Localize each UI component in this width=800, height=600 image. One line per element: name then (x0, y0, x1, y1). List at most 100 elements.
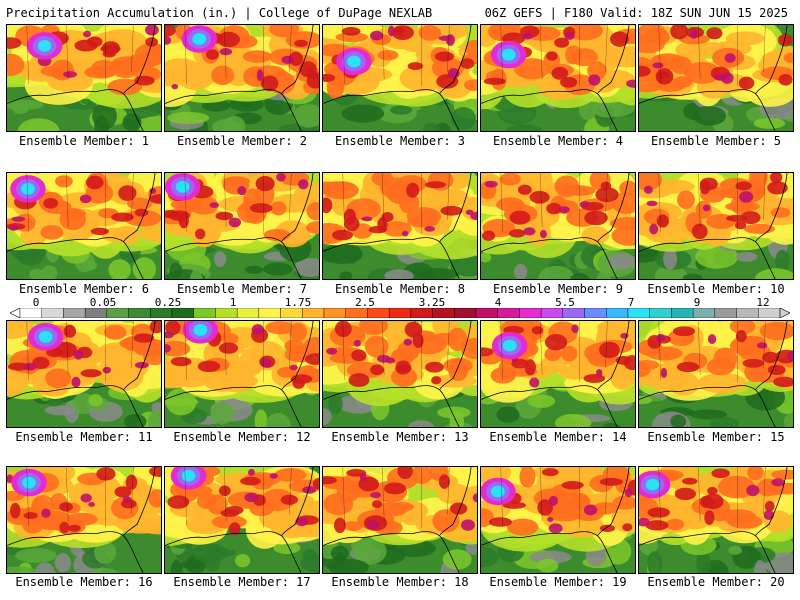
ensemble-member-label: Ensemble Member: 1 (18, 134, 150, 148)
colorbar-swatch (714, 308, 737, 318)
ensemble-member-map (6, 320, 162, 428)
precip-field (639, 173, 793, 279)
colorbar-swatch (584, 308, 607, 318)
precip-field (481, 173, 635, 279)
ensemble-member-label: Ensemble Member: 16 (15, 575, 153, 589)
precip-field (165, 173, 319, 279)
ensemble-member-map (638, 172, 794, 280)
precip-field (7, 321, 161, 427)
colorbar-swatch (323, 308, 346, 318)
colorbar-swatch (367, 308, 390, 318)
ensemble-member-label: Ensemble Member: 13 (331, 430, 469, 444)
colorbar-swatch (302, 308, 325, 318)
ensemble-member-map (6, 172, 162, 280)
colorbar-swatch (19, 308, 42, 318)
precip-field (323, 321, 477, 427)
precip-field (639, 467, 793, 573)
colorbar-swatch (106, 308, 129, 318)
ensemble-member-map (164, 172, 320, 280)
colorbar-swatch (497, 308, 520, 318)
precip-field (323, 173, 477, 279)
precip-field (481, 25, 635, 131)
colorbar (10, 308, 790, 318)
colorbar-right-arrow (779, 308, 790, 318)
colorbar-tick-labels: 0 0.05 0.25 1 1.75 2.5 3.25 4 5.5 7 9 12 (0, 296, 800, 309)
colorbar-swatch (736, 308, 759, 318)
colorbar-swatch (193, 308, 216, 318)
colorbar-swatch (519, 308, 542, 318)
colorbar-swatch (410, 308, 433, 318)
ensemble-member-label: Ensemble Member: 3 (334, 134, 466, 148)
ensemble-member-map (480, 466, 636, 574)
precip-field (7, 467, 161, 573)
colorbar-tick-label: 0.25 (154, 296, 182, 309)
colorbar-swatch (128, 308, 151, 318)
precip-field (481, 467, 635, 573)
colorbar-swatch (758, 308, 781, 318)
colorbar-swatch (388, 308, 412, 318)
precip-field (323, 467, 477, 573)
ensemble-member-label: Ensemble Member: 20 (647, 575, 785, 589)
precip-field (165, 25, 319, 131)
colorbar-swatch (258, 308, 281, 318)
ensemble-member-map (638, 320, 794, 428)
colorbar-tick-label: 7 (627, 296, 635, 309)
colorbar-tick-label: 1.75 (284, 296, 312, 309)
colorbar-tick-label: 2.5 (355, 296, 375, 309)
ensemble-member-map (322, 320, 478, 428)
ensemble-member-label: Ensemble Member: 4 (492, 134, 624, 148)
colorbar-swatch (606, 308, 629, 318)
ensemble-member-label: Ensemble Member: 19 (489, 575, 627, 589)
colorbar-tick-label: 9 (693, 296, 701, 309)
ensemble-member-label: Ensemble Member: 8 (334, 282, 466, 296)
colorbar-swatch (280, 308, 303, 318)
ensemble-member-label: Ensemble Member: 10 (647, 282, 785, 296)
ensemble-member-label: Ensemble Member: 5 (650, 134, 782, 148)
ensemble-member-map (480, 24, 636, 132)
precip-field (639, 321, 793, 427)
ensemble-member-map (322, 466, 478, 574)
colorbar-swatch (41, 308, 64, 318)
colorbar-swatch (345, 308, 368, 318)
colorbar-swatch (215, 308, 238, 318)
ensemble-member-map (6, 24, 162, 132)
precip-field (7, 25, 161, 131)
ensemble-member-map (164, 466, 320, 574)
precip-field (323, 25, 477, 131)
ensemble-member-map (480, 172, 636, 280)
ensemble-member-label: Ensemble Member: 12 (173, 430, 311, 444)
ensemble-member-label: Ensemble Member: 6 (18, 282, 150, 296)
ensemble-member-label: Ensemble Member: 18 (331, 575, 469, 589)
model-run-info: 06Z GEFS | F180 Valid: 18Z SUN JUN 15 20… (484, 6, 788, 20)
colorbar-legend: 0 0.05 0.25 1 1.75 2.5 3.25 4 5.5 7 9 12 (0, 296, 800, 320)
colorbar-swatch (475, 308, 498, 318)
ensemble-member-map (322, 24, 478, 132)
ensemble-member-label: Ensemble Member: 15 (647, 430, 785, 444)
ensemble-member-map (638, 24, 794, 132)
ensemble-member-label: Ensemble Member: 9 (492, 282, 624, 296)
ensemble-member-label: Ensemble Member: 2 (176, 134, 308, 148)
precip-field (165, 467, 319, 573)
colorbar-left-arrow (10, 308, 21, 318)
colorbar-swatch (84, 308, 108, 318)
colorbar-swatch (236, 308, 260, 318)
colorbar-swatch (692, 308, 716, 318)
precip-field (165, 321, 319, 427)
colorbar-swatch (454, 308, 477, 318)
ensemble-member-map (6, 466, 162, 574)
colorbar-swatch (150, 308, 173, 318)
colorbar-tick-label: 1 (229, 296, 237, 309)
colorbar-swatch (540, 308, 564, 318)
precip-field (639, 25, 793, 131)
colorbar-swatch (171, 308, 194, 318)
colorbar-tick-label: 4 (494, 296, 502, 309)
colorbar-swatch (627, 308, 650, 318)
colorbar-tick-label: 12 (756, 296, 770, 309)
colorbar-swatch (649, 308, 672, 318)
colorbar-swatch (562, 308, 585, 318)
ensemble-member-label: Ensemble Member: 7 (176, 282, 308, 296)
colorbar-tick-label: 3.25 (418, 296, 446, 309)
page-title: Precipitation Accumulation (in.) | Colle… (6, 6, 433, 20)
ensemble-member-map (638, 466, 794, 574)
colorbar-tick-label: 5.5 (555, 296, 575, 309)
